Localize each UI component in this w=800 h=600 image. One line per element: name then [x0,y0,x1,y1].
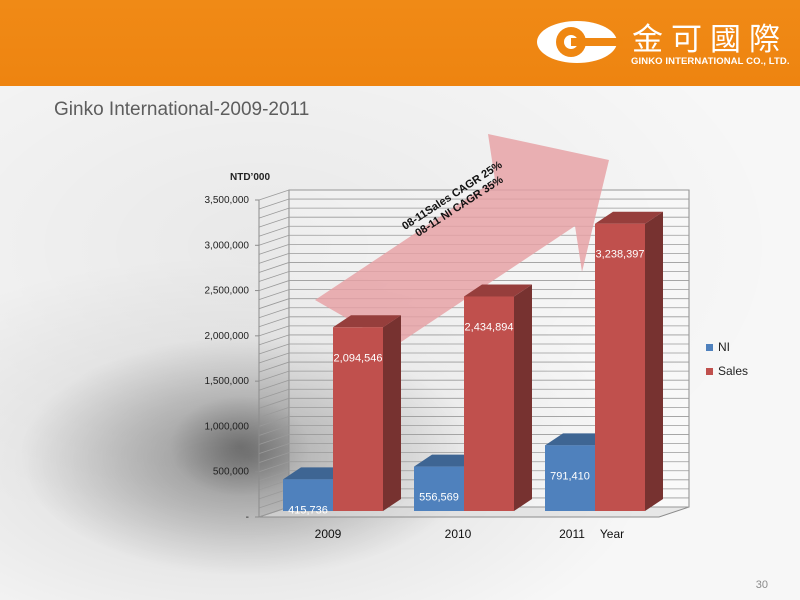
x-tick-label: 2009 [315,527,342,541]
y-tick-label: 1,500,000 [205,376,250,387]
header-bar: 金可國際 GINKO INTERNATIONAL CO., LTD. [0,0,800,86]
gridline [258,334,689,346]
gridline [258,280,689,291]
gridline [258,379,689,391]
bar-front [595,223,645,511]
growth-arrow-shape [315,134,609,346]
bar-front [333,327,383,511]
bar-side [645,211,663,511]
y-axis-unit-label: NTD’000 [230,172,270,183]
chart-labels: - 500,000 1,000,000 1,500,000 2,000,000 2,500… [205,172,645,541]
y-tick-label: 3,500,000 [205,195,250,206]
y-tick-label: 1,000,000 [205,421,250,432]
data-label-sales: 2,094,546 [334,352,383,364]
page-title: Ginko International-2009-2011 [54,99,310,120]
data-label-sales: 2,434,894 [465,321,514,333]
data-label-sales: 3,238,397 [596,249,645,261]
gridline [258,325,689,337]
page-number: 30 [755,579,768,591]
data-label-ni: 791,410 [550,470,590,482]
x-axis-label: Year [600,527,624,541]
bar-front [283,479,333,511]
gridline [258,352,689,364]
x-tick-label: 2010 [445,527,472,541]
gridline [258,388,689,400]
bar-top [333,315,401,328]
gridline [258,416,689,427]
gridline [258,298,689,310]
gridline [258,361,689,373]
bar-top [464,284,532,297]
bar-top [595,211,663,224]
legend-item-ni: NI [706,335,748,359]
gridline [258,316,689,328]
y-tick-label: 3,000,000 [205,240,250,251]
legend-swatch-ni [706,343,713,351]
gridline [258,243,689,255]
ginko-g-logo-icon [537,21,623,63]
legend-swatch-sales [706,367,713,375]
gridline [258,252,689,264]
gridline [258,425,689,436]
gridline [258,434,689,445]
y-tick-label: - [246,512,249,523]
bar-sales-2009 [333,315,401,511]
gridline [258,307,689,319]
x-tick-label: 2011 [559,527,585,541]
bar-sales-2011 [595,211,663,511]
legend-item-sales: Sales [706,359,748,383]
gridline [258,343,689,355]
gridline [258,271,689,282]
bar-front [545,445,595,511]
y-tick-label: 2,500,000 [205,286,250,297]
gridline [258,262,689,273]
gridline [258,406,689,418]
company-name-english: GINKO INTERNATIONAL CO., LTD. [631,56,790,67]
legend-label-sales: Sales [718,364,749,378]
bar-front [464,296,514,511]
gridline [258,397,689,409]
y-tick-label: 500,000 [213,467,250,478]
bar-sales-2010 [464,284,532,511]
legend-label-ni: NI [718,340,730,354]
bar-side [514,284,532,511]
bar-side [383,315,401,511]
chart-bars [283,211,663,511]
y-tick-label: 2,000,000 [205,331,250,342]
data-label-ni: 415,736 [288,504,328,516]
gridline [258,370,689,382]
gridline [258,289,689,301]
bar-front [414,466,464,511]
company-name-chinese: 金可國際 [632,22,788,58]
chart-legend: NI Sales [706,335,748,383]
data-label-ni: 556,569 [419,492,459,504]
